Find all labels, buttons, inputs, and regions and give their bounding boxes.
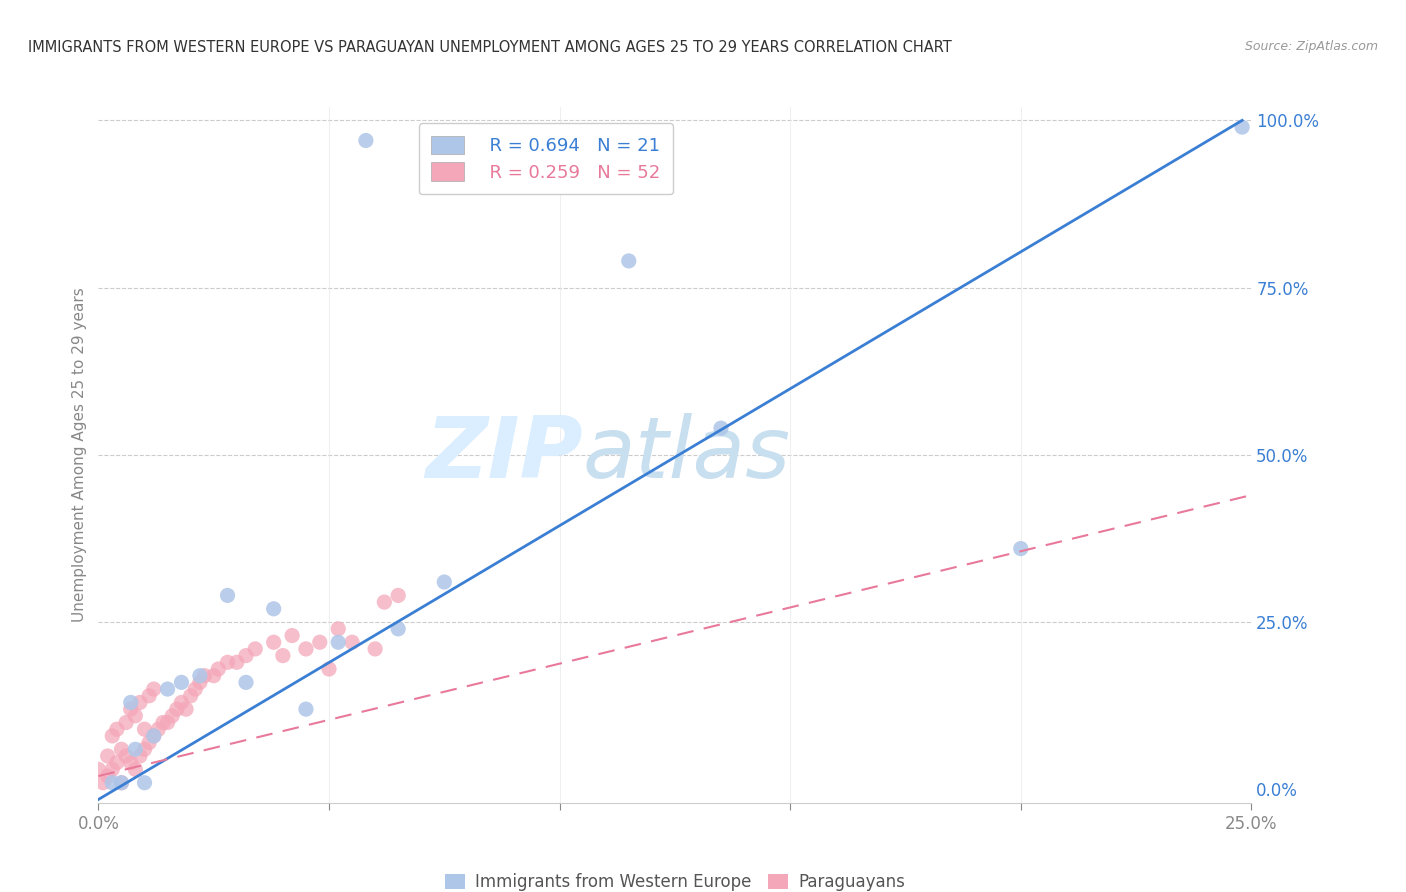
Point — [170, 675, 193, 690]
Point — [115, 715, 138, 730]
Point — [97, 769, 120, 783]
Point — [134, 742, 156, 756]
Point — [1010, 541, 1032, 556]
Point — [129, 696, 152, 710]
Point — [156, 715, 179, 730]
Point — [188, 669, 211, 683]
Point — [138, 735, 160, 749]
Point — [308, 635, 330, 649]
Point — [110, 742, 132, 756]
Point — [101, 729, 124, 743]
Point — [124, 762, 146, 776]
Point — [105, 723, 128, 737]
Point — [202, 669, 225, 683]
Point — [217, 589, 239, 603]
Point — [120, 702, 142, 716]
Text: IMMIGRANTS FROM WESTERN EUROPE VS PARAGUAYAN UNEMPLOYMENT AMONG AGES 25 TO 29 YE: IMMIGRANTS FROM WESTERN EUROPE VS PARAGU… — [28, 40, 952, 55]
Point — [295, 702, 318, 716]
Point — [87, 762, 110, 776]
Text: ZIP: ZIP — [425, 413, 582, 497]
Point — [101, 776, 124, 790]
Point — [295, 642, 318, 657]
Point — [166, 702, 188, 716]
Point — [710, 421, 733, 435]
Point — [110, 776, 132, 790]
Point — [124, 708, 146, 723]
Point — [193, 669, 215, 683]
Point — [160, 708, 183, 723]
Point — [174, 702, 197, 716]
Point — [263, 635, 285, 649]
Point — [101, 762, 124, 776]
Point — [328, 622, 350, 636]
Point — [105, 756, 128, 770]
Point — [271, 648, 294, 663]
Point — [97, 749, 120, 764]
Point — [184, 682, 207, 697]
Point — [207, 662, 229, 676]
Text: Source: ZipAtlas.com: Source: ZipAtlas.com — [1244, 40, 1378, 54]
Point — [129, 749, 152, 764]
Point — [120, 756, 142, 770]
Point — [354, 134, 377, 148]
Point — [245, 642, 267, 657]
Y-axis label: Unemployment Among Ages 25 to 29 years: Unemployment Among Ages 25 to 29 years — [72, 287, 87, 623]
Point — [142, 729, 165, 743]
Point — [120, 696, 142, 710]
Point — [142, 682, 165, 697]
Point — [433, 575, 456, 590]
Point — [170, 696, 193, 710]
Point — [156, 682, 179, 697]
Point — [387, 589, 409, 603]
Point — [138, 689, 160, 703]
Point — [617, 254, 640, 268]
Point — [180, 689, 202, 703]
Point — [281, 628, 304, 642]
Point — [124, 742, 146, 756]
Point — [217, 655, 239, 669]
Point — [373, 595, 395, 609]
Point — [134, 776, 156, 790]
Point — [328, 635, 350, 649]
Point — [188, 675, 211, 690]
Point — [115, 749, 138, 764]
Point — [91, 776, 114, 790]
Point — [340, 635, 363, 649]
Point — [142, 729, 165, 743]
Legend: Immigrants from Western Europe, Paraguayans: Immigrants from Western Europe, Paraguay… — [439, 867, 911, 892]
Point — [235, 675, 257, 690]
Point — [225, 655, 247, 669]
Point — [152, 715, 174, 730]
Text: atlas: atlas — [582, 413, 790, 497]
Point — [364, 642, 387, 657]
Point — [318, 662, 340, 676]
Point — [110, 776, 132, 790]
Point — [148, 723, 170, 737]
Point — [134, 723, 156, 737]
Point — [387, 622, 409, 636]
Point — [263, 602, 285, 616]
Point — [1230, 120, 1253, 135]
Point — [235, 648, 257, 663]
